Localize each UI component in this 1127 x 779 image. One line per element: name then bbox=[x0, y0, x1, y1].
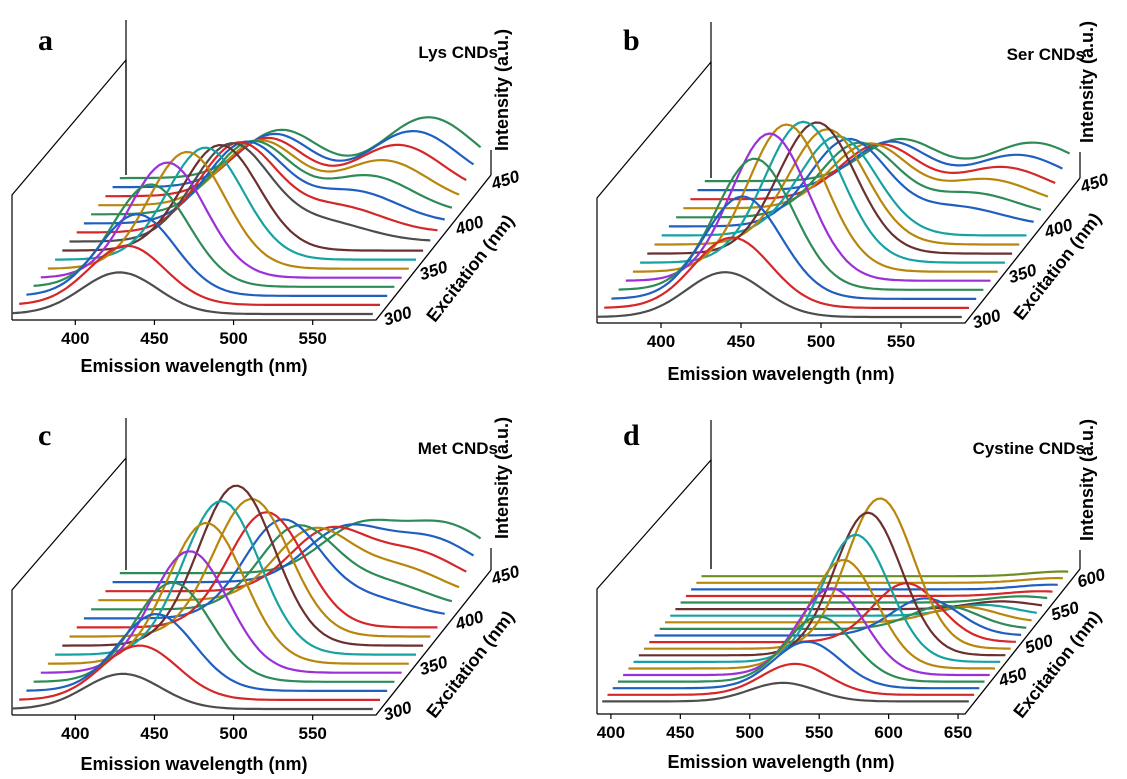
panel-letter: a bbox=[38, 24, 53, 57]
spectrum-line-310 bbox=[19, 644, 380, 701]
x-tick-label: 650 bbox=[944, 723, 972, 742]
x-tick-label: 550 bbox=[299, 329, 327, 348]
z-tick-label: 450 bbox=[488, 562, 522, 589]
x-tick-label: 400 bbox=[647, 332, 675, 351]
spectrum-line-380 bbox=[69, 142, 431, 243]
spectrum-line-530 bbox=[665, 605, 1032, 624]
spectrum-line-360 bbox=[55, 146, 416, 261]
z-tick-label: 450 bbox=[1077, 170, 1111, 197]
spectrum-line-570 bbox=[685, 590, 1053, 598]
spectrum-line-370 bbox=[62, 484, 424, 647]
z-tick-label: 400 bbox=[452, 212, 486, 239]
x-axis-label: Emission wavelength (nm) bbox=[667, 364, 894, 384]
spectrum-line-560 bbox=[680, 595, 1048, 604]
x-tick-label: 500 bbox=[736, 723, 764, 742]
x-tick-label: 550 bbox=[805, 723, 833, 742]
spectrum-line-320 bbox=[26, 213, 388, 297]
spectrum-line-320 bbox=[26, 612, 388, 692]
spectrum-line-350 bbox=[632, 123, 998, 273]
panel-letter: c bbox=[38, 419, 51, 452]
spectrum-line-410 bbox=[91, 524, 453, 611]
x-tick-label: 400 bbox=[597, 723, 625, 742]
x-tick-label: 450 bbox=[140, 329, 168, 348]
z-tick-label: 400 bbox=[452, 607, 486, 634]
x-tick-label: 400 bbox=[61, 329, 89, 348]
spectrum-line-460 bbox=[628, 558, 996, 670]
panel-letter: b bbox=[623, 24, 640, 57]
spectrum-line-410 bbox=[602, 681, 969, 703]
y-axis-label: Intensity (a.u.) bbox=[1077, 21, 1097, 143]
spectrum-line-400 bbox=[668, 137, 1034, 228]
floor-frame bbox=[12, 174, 492, 321]
spectrum-line-310 bbox=[19, 244, 380, 306]
spectrum-line-430 bbox=[612, 640, 980, 690]
x-tick-label: 500 bbox=[219, 724, 247, 743]
spectrum-line-550 bbox=[675, 600, 1043, 611]
spectrum-line-410 bbox=[676, 141, 1042, 219]
spectrum-line-340 bbox=[40, 161, 402, 279]
spectrum-line-300 bbox=[11, 271, 373, 316]
spectrum-line-350 bbox=[47, 150, 409, 270]
x-tick-label: 450 bbox=[666, 723, 694, 742]
y-axis-label: Intensity (a.u.) bbox=[492, 29, 512, 151]
floor-frame bbox=[597, 177, 1081, 324]
spectrum-line-440 bbox=[112, 129, 475, 189]
x-axis-label: Emission wavelength (nm) bbox=[80, 356, 307, 376]
x-tick-label: 500 bbox=[219, 329, 247, 348]
y-axis-label: Intensity (a.u.) bbox=[1077, 419, 1097, 541]
y-axis-label: Intensity (a.u.) bbox=[492, 417, 512, 539]
spectrum-line-440 bbox=[617, 615, 985, 683]
x-tick-label: 600 bbox=[874, 723, 902, 742]
z-tick-label: 450 bbox=[488, 167, 522, 194]
x-tick-label: 450 bbox=[140, 724, 168, 743]
spectrum-line-540 bbox=[670, 603, 1037, 617]
chart-title: Met CNDs bbox=[418, 439, 498, 458]
spectrum-line-450 bbox=[119, 116, 482, 180]
spectrum-line-590 bbox=[696, 577, 1063, 584]
z-axis-label: Excitation (nm) bbox=[1009, 607, 1105, 722]
spectrum-line-330 bbox=[618, 157, 984, 291]
spectrum-line-430 bbox=[105, 525, 467, 593]
chart-title: Cystine CNDs bbox=[973, 439, 1085, 458]
spectrum-line-390 bbox=[76, 141, 438, 234]
spectrum-line-500 bbox=[649, 582, 1016, 644]
spectrum-line-490 bbox=[644, 497, 1011, 650]
x-axis-label: Emission wavelength (nm) bbox=[80, 754, 307, 774]
spectrum-line-450 bbox=[119, 518, 482, 575]
spectrum-line-520 bbox=[659, 604, 1027, 630]
spectrum-line-580 bbox=[691, 583, 1058, 591]
chart-title: Ser CNDs bbox=[1007, 45, 1085, 64]
spectrum-line-310 bbox=[604, 236, 969, 309]
floor-frame bbox=[597, 568, 1081, 715]
x-tick-label: 450 bbox=[727, 332, 755, 351]
spectrum-line-480 bbox=[638, 511, 1006, 657]
z-tick-label: 450 bbox=[995, 664, 1029, 691]
spectrum-line-340 bbox=[625, 132, 991, 282]
spectrum-line-320 bbox=[611, 195, 977, 300]
spectrum-line-300 bbox=[11, 672, 373, 711]
spectrum-line-420 bbox=[607, 662, 975, 696]
back-wall-frame bbox=[11, 58, 127, 320]
floor-frame bbox=[12, 569, 492, 716]
spectrum-line-300 bbox=[596, 271, 962, 319]
spectrum-line-420 bbox=[98, 139, 460, 207]
spectrum-line-400 bbox=[83, 140, 445, 225]
x-axis-label: Emission wavelength (nm) bbox=[667, 752, 894, 772]
chart-title: Lys CNDs bbox=[418, 43, 498, 62]
x-tick-label: 550 bbox=[299, 724, 327, 743]
spectrum-line-410 bbox=[91, 139, 453, 216]
panel-letter: d bbox=[623, 419, 640, 452]
x-tick-label: 500 bbox=[807, 332, 835, 351]
x-tick-label: 550 bbox=[887, 332, 915, 351]
spectrum-line-450 bbox=[623, 587, 990, 677]
x-tick-label: 400 bbox=[61, 724, 89, 743]
